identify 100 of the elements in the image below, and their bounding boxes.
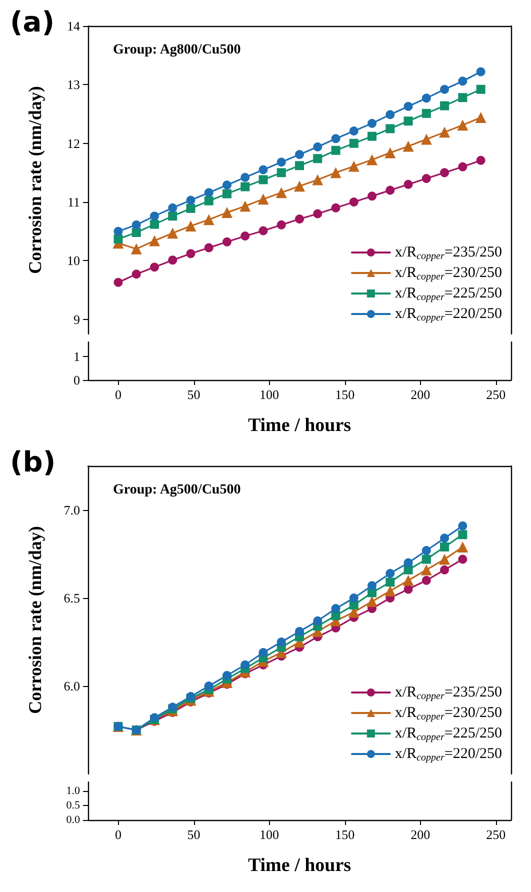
point — [258, 648, 268, 658]
point — [402, 140, 414, 152]
point — [476, 156, 486, 165]
point — [458, 521, 468, 530]
point — [132, 270, 141, 279]
x-tick-label: 0 — [114, 387, 122, 402]
x-tick-label: 250 — [486, 387, 506, 402]
point — [440, 534, 450, 543]
point — [458, 76, 468, 86]
point — [114, 234, 123, 244]
point — [422, 546, 431, 555]
point — [330, 167, 342, 178]
text: (a) — [10, 6, 54, 38]
point — [440, 565, 450, 574]
point — [276, 220, 286, 230]
point — [331, 134, 340, 144]
point — [240, 200, 251, 212]
point — [422, 576, 431, 585]
point — [204, 196, 214, 206]
point — [331, 604, 340, 614]
point — [331, 203, 340, 212]
y-tick-label: 6.0 — [64, 678, 80, 694]
point — [457, 541, 468, 552]
point — [258, 165, 268, 174]
point — [404, 180, 413, 189]
point — [368, 132, 377, 141]
y-tick-label: 1 — [74, 348, 80, 364]
point — [240, 172, 250, 182]
y-tick-label: 12 — [67, 136, 80, 151]
y-axis-title: Corrosion rate (nm/day) — [25, 526, 45, 714]
point — [420, 564, 432, 576]
point — [386, 578, 395, 587]
point — [404, 102, 413, 111]
point — [313, 616, 322, 626]
point — [295, 214, 304, 224]
point — [132, 220, 141, 230]
point — [349, 594, 358, 602]
point — [276, 187, 287, 198]
point — [185, 220, 196, 232]
x-axis-title: Time / hours — [248, 855, 352, 876]
point — [439, 126, 450, 138]
x-tick-label: 100 — [260, 387, 280, 402]
y-tick-label: 1.0 — [66, 784, 80, 797]
point — [331, 146, 340, 155]
x-tick-label: 100 — [260, 827, 280, 842]
point — [114, 226, 123, 236]
point — [476, 67, 486, 76]
point — [440, 101, 450, 110]
y-tick-label: 6.5 — [64, 590, 80, 606]
point — [439, 554, 450, 565]
y-tick-label: 0.0 — [66, 814, 80, 826]
y-tick-label: 0 — [74, 372, 80, 388]
point — [276, 638, 286, 646]
y-tick-label: 7.0 — [64, 502, 80, 518]
point — [186, 204, 196, 213]
point — [204, 243, 214, 252]
point — [348, 160, 360, 172]
point — [422, 108, 431, 118]
point — [222, 670, 232, 680]
point — [130, 243, 142, 254]
text: (b) — [10, 446, 56, 478]
point — [240, 660, 250, 670]
y-tick-label: 11 — [67, 194, 80, 210]
x-tick-label: 200 — [410, 387, 430, 402]
point — [457, 120, 468, 131]
point — [366, 596, 378, 608]
x-tick-label: 0 — [114, 827, 122, 842]
text: Group: Ag800/Cu500 — [113, 42, 241, 58]
point — [349, 138, 358, 148]
point — [240, 232, 250, 241]
point — [186, 249, 196, 258]
point — [386, 124, 395, 134]
point — [221, 207, 232, 218]
point — [203, 214, 214, 226]
point — [368, 192, 377, 201]
point — [222, 180, 232, 190]
point — [258, 226, 268, 236]
point — [422, 94, 431, 103]
point — [368, 118, 377, 128]
point — [402, 574, 414, 586]
point — [132, 228, 141, 238]
point — [258, 175, 268, 184]
point — [258, 194, 269, 205]
text: Group: Ag500/Cu500 — [113, 482, 241, 498]
point — [276, 168, 286, 178]
point — [404, 558, 413, 568]
point — [422, 174, 431, 184]
point — [295, 150, 304, 159]
point — [476, 84, 486, 94]
point — [386, 110, 395, 120]
y-tick-label: 9 — [74, 312, 80, 327]
point — [349, 198, 358, 206]
point — [150, 262, 159, 272]
point — [240, 182, 250, 192]
point — [422, 554, 431, 564]
point — [368, 581, 377, 590]
point — [458, 530, 468, 540]
x-tick-label: 50 — [187, 827, 200, 842]
point — [186, 196, 196, 205]
point — [114, 278, 123, 287]
